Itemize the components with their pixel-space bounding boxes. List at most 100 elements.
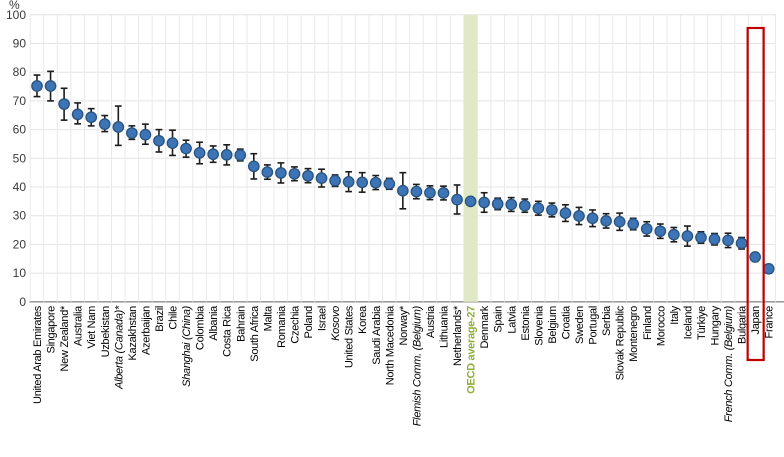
x-axis-label-montenegro: Montenegro [628, 306, 640, 362]
x-axis-label-croatia: Croatia [560, 305, 572, 340]
data-point-kosovo [329, 174, 341, 187]
data-point-italy [667, 228, 680, 241]
y-tick-label-100: 100 [6, 8, 26, 22]
x-axis-label-azerbaijan: Azerbaijan [140, 306, 152, 355]
data-point-oecd-average-27 [464, 195, 477, 208]
data-point-french-comm-belgium [722, 234, 734, 247]
data-point-morocco [654, 225, 667, 238]
data-point-finland [640, 223, 653, 235]
data-point-alberta-canada [112, 121, 125, 133]
x-axis-label-south-africa: South Africa [249, 305, 261, 362]
data-point-united-arab-emirates [31, 80, 43, 92]
x-axis-label-costa-rica: Costa Rica [222, 305, 234, 357]
x-axis-label-slovenia: Slovenia [533, 305, 545, 346]
x-axis-label-singapore: Singapore [46, 306, 58, 354]
x-axis-label-australia: Australia [73, 305, 85, 346]
data-point-czechia [288, 167, 301, 180]
x-axis-label-latvia: Latvia [506, 305, 518, 334]
x-axis-label-korea: Korea [357, 305, 369, 334]
x-axis-label-t-rkiye: Türkiye [696, 306, 708, 340]
x-axis-label-iceland: Iceland [682, 306, 694, 340]
x-axis-label-france: France [764, 306, 776, 339]
highlight-box-japan [746, 26, 765, 362]
data-point-albania [207, 148, 219, 161]
x-axis-label-lithuania: Lithuania [439, 305, 451, 348]
x-axis-label-czechia: Czechia [289, 305, 301, 344]
data-point-latvia [505, 198, 518, 211]
x-axis-label-estonia: Estonia [520, 305, 532, 341]
data-point-estonia [518, 199, 531, 212]
y-tick-label-40: 40 [13, 180, 27, 194]
data-point-japan [749, 251, 762, 263]
x-axis-label-serbia: Serbia [601, 305, 613, 336]
x-axis-label-bahrain: Bahrain [235, 306, 247, 342]
data-point-denmark [478, 196, 490, 209]
data-point-lithuania [437, 187, 450, 199]
data-point-romania [275, 167, 287, 179]
data-point-singapore [44, 80, 57, 92]
y-tick-label-30: 30 [13, 209, 27, 223]
x-axis-label-norway: Norway* [398, 305, 410, 345]
y-tick-label-10: 10 [13, 266, 27, 280]
x-axis-label-new-zealand: New Zealand* [59, 305, 71, 372]
oecd-average-band [463, 14, 478, 302]
x-axis-label-flemish-comm-belgium: Flemish Comm. (Belgium) [411, 305, 423, 426]
data-point-portugal [586, 212, 599, 225]
y-tick-label-20: 20 [13, 237, 27, 251]
x-axis-label-belgium: Belgium [547, 306, 559, 344]
data-point-chile [166, 137, 179, 149]
data-point-sweden [573, 210, 585, 222]
data-point-new-zealand [58, 98, 70, 110]
data-point-shanghai-china [180, 142, 192, 155]
x-axis-label-united-arab-emirates: United Arab Emirates [32, 305, 44, 404]
x-axis-label-hungary: Hungary [710, 305, 722, 345]
x-axis-label-sweden: Sweden [574, 306, 586, 344]
x-axis-label-malta: Malta [262, 305, 274, 332]
data-point-belgium [546, 204, 558, 216]
x-axis-label-poland: Poland [303, 306, 315, 339]
y-tick-label-0: 0 [19, 295, 26, 309]
data-point-hungary [708, 233, 721, 246]
x-axis-label-alberta-canada: Alberta (Canada)* [113, 305, 125, 390]
data-point-netherlands [451, 193, 463, 206]
data-point-viet-nam [85, 111, 98, 124]
data-point-slovenia [532, 202, 545, 215]
data-point-iceland [681, 230, 694, 242]
x-axis-label-saudi-arabia: Saudi Arabia [371, 305, 383, 365]
data-point-serbia [600, 215, 612, 227]
data-point-costa-rica [220, 149, 233, 161]
x-axis-label-israel: Israel [317, 306, 329, 331]
x-axis-label-chile: Chile [168, 306, 180, 330]
x-axis-label-italy: Italy [669, 305, 681, 324]
x-axis-label-japan: Japan [750, 306, 762, 335]
data-point-uzbekistan [98, 118, 111, 130]
data-point-israel [315, 172, 328, 184]
data-point-colombia [193, 146, 206, 159]
data-point-france [762, 262, 775, 275]
x-axis-label-morocco: Morocco [655, 306, 667, 346]
data-point-south-africa [247, 160, 260, 173]
data-point-croatia [559, 207, 572, 219]
data-point-saudi-arabia [369, 176, 382, 189]
x-axis-label-finland: Finland [642, 306, 654, 340]
y-tick-label-70: 70 [13, 94, 27, 108]
x-axis-label-united-states: United States [344, 305, 356, 368]
data-point-azerbaijan [139, 128, 152, 141]
data-point-montenegro [627, 218, 640, 230]
y-tick-label-80: 80 [13, 65, 27, 79]
data-point-t-rkiye [695, 231, 707, 244]
x-axis-label-uzbekistan: Uzbekistan [100, 306, 112, 358]
x-axis-label-austria: Austria [425, 305, 437, 338]
x-axis-label-oecd-average-27: OECD average-27 [466, 306, 478, 394]
x-axis-label-french-comm-belgium: French Comm. (Belgium) [723, 305, 735, 422]
data-point-slovak-republic [613, 215, 626, 228]
x-axis-label-denmark: Denmark [479, 305, 491, 348]
data-point-spain [491, 198, 504, 210]
x-axis-label-kosovo: Kosovo [330, 306, 342, 341]
data-point-bahrain [234, 149, 247, 161]
y-tick-label-50: 50 [13, 151, 27, 165]
data-point-australia [71, 108, 84, 121]
data-point-korea [356, 176, 369, 189]
